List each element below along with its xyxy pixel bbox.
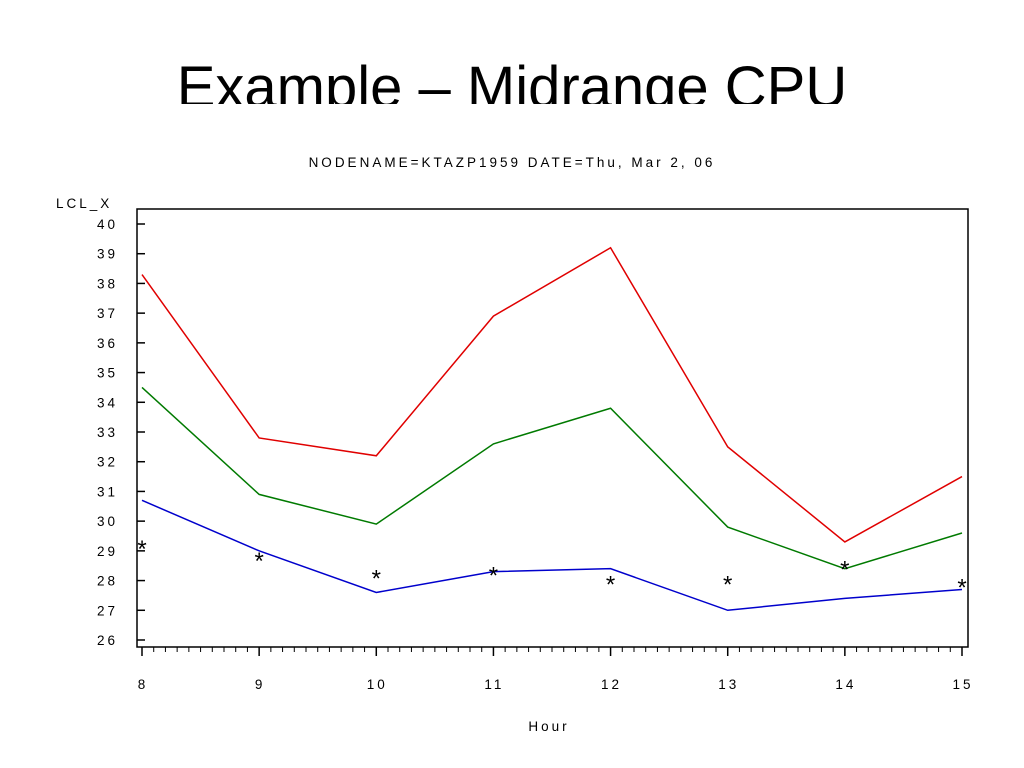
y-tick-label: 33 bbox=[97, 425, 118, 440]
y-tick-label: 37 bbox=[97, 306, 118, 321]
data-point-marker: * bbox=[489, 563, 498, 590]
data-point-marker: * bbox=[137, 536, 146, 563]
x-tick-label: 10 bbox=[367, 677, 388, 692]
y-tick-label: 31 bbox=[97, 484, 118, 499]
axis-ticks: 26 27 28 29 30 31 32 33 34 35 36 37 38 39 40 8 9 10 11 12 13… bbox=[97, 217, 973, 692]
y-tick-label: 30 bbox=[97, 514, 118, 529]
x-axis-label: Hour bbox=[528, 719, 569, 734]
x-tick-label: 15 bbox=[952, 677, 973, 692]
y-tick-label: 32 bbox=[97, 455, 118, 470]
data-point-marker: * bbox=[957, 575, 966, 602]
data-point-marker: * bbox=[254, 548, 263, 575]
y-tick-label: 26 bbox=[97, 633, 118, 648]
y-tick-label: 29 bbox=[97, 544, 118, 559]
x-tick-label: 8 bbox=[138, 677, 149, 692]
title-mask bbox=[0, 104, 1024, 124]
series-line-3 bbox=[141, 499, 963, 612]
y-tick-label: 28 bbox=[97, 574, 118, 589]
x-tick-label: 9 bbox=[255, 677, 266, 692]
data-point-marker: * bbox=[606, 572, 615, 599]
chart-title: NODENAME=KTAZP1959 DATE=Thu, Mar 2, 06 bbox=[309, 155, 716, 170]
x-tick-label: 11 bbox=[484, 677, 504, 692]
series-layer: * * * * * * * * bbox=[137, 246, 967, 612]
x-tick-label: 12 bbox=[601, 677, 622, 692]
data-point-marker: * bbox=[723, 572, 732, 599]
x-tick-label: 14 bbox=[835, 677, 856, 692]
y-tick-label: 27 bbox=[97, 603, 118, 618]
y-tick-label: 36 bbox=[97, 336, 118, 351]
y-axis-label: LCL_X bbox=[56, 196, 112, 211]
data-point-marker: * bbox=[372, 566, 381, 593]
y-tick-label: 34 bbox=[97, 395, 118, 410]
series-line-1 bbox=[141, 246, 963, 543]
y-tick-label: 38 bbox=[97, 276, 118, 291]
x-tick-label: 13 bbox=[718, 677, 739, 692]
series-line-2 bbox=[141, 386, 963, 570]
y-tick-label: 35 bbox=[97, 366, 118, 381]
data-point-marker: * bbox=[840, 557, 849, 584]
y-tick-label: 39 bbox=[97, 247, 118, 262]
y-tick-label: 40 bbox=[97, 217, 118, 232]
